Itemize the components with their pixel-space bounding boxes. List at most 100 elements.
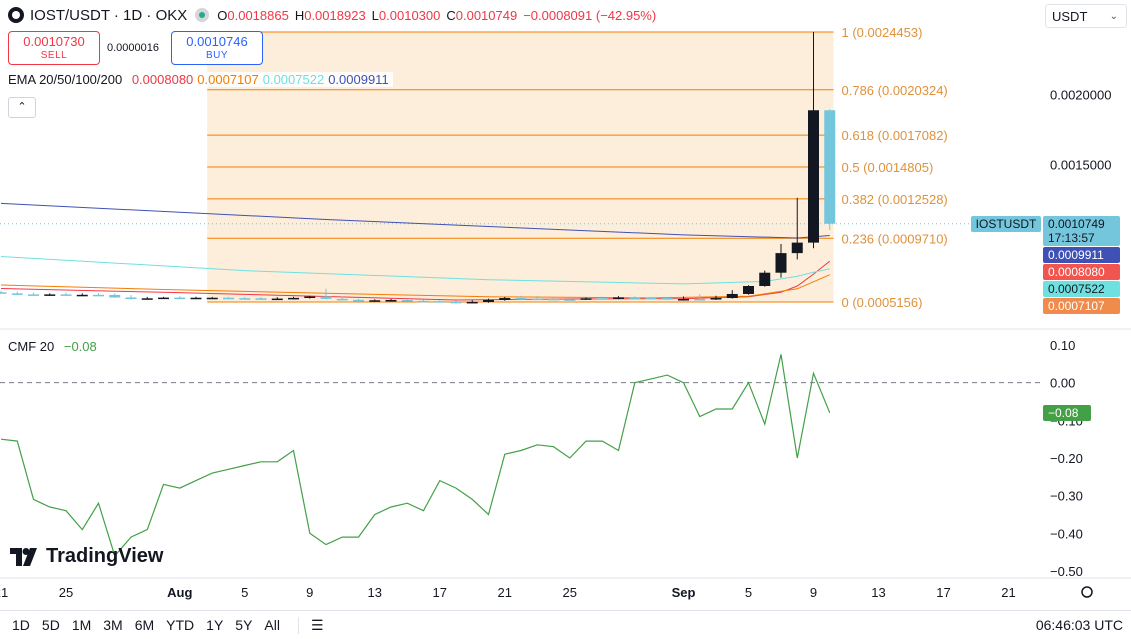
close-value: 0.0010749: [455, 7, 518, 23]
candle-body: [288, 297, 299, 300]
symbol-title[interactable]: IOST/USDT · 1D · OKX: [30, 6, 188, 24]
candle-body: [808, 110, 819, 243]
ema-legend[interactable]: EMA 20/50/100/200 0.0008080 0.0007107 0.00…: [8, 72, 393, 87]
time-axis-tick: 5: [241, 585, 248, 600]
time-axis-tick: Aug: [167, 585, 192, 600]
candle-body: [613, 297, 624, 299]
candle-body: [629, 297, 641, 299]
tf-1d[interactable]: 1D: [12, 617, 30, 633]
ema100-value: 0.0007522: [262, 72, 325, 87]
sell-label: SELL: [40, 50, 68, 61]
tf-ytd[interactable]: YTD: [166, 617, 195, 633]
chevron-down-icon: ⌄: [1109, 11, 1118, 22]
spread-value: 0.0000016: [107, 42, 159, 54]
tf-1m[interactable]: 1M: [71, 617, 92, 633]
time-axis-tick: 21: [0, 585, 8, 600]
tf-all[interactable]: All: [264, 617, 280, 633]
candle-body: [223, 297, 234, 300]
candle-body: [791, 242, 803, 254]
collapse-legend-button[interactable]: ⌃: [8, 97, 36, 118]
candle-body: [255, 298, 267, 300]
candle-body: [418, 300, 429, 303]
utc-clock[interactable]: 06:46:03 UTC: [1035, 617, 1123, 633]
candle-body: [353, 299, 364, 302]
candle-body: [759, 272, 771, 286]
candle-body: [239, 298, 251, 300]
ema200-tag: 0.0009911: [1043, 247, 1120, 263]
settings-icon: [1081, 586, 1093, 598]
candle-body: [336, 298, 348, 301]
time-axis-tick: 21: [1001, 585, 1015, 600]
sell-button[interactable]: 0.0010730 SELL: [8, 31, 100, 65]
tf-1y[interactable]: 1Y: [206, 617, 224, 633]
tradingview-logo[interactable]: TradingView: [10, 545, 163, 568]
chart-canvas[interactable]: 1 (0.0024453) 0.786 (0.0020324) 0.618 (0.0…: [0, 0, 1131, 610]
candle-body: [304, 296, 316, 298]
candle-body: [190, 297, 202, 300]
candle-body: [434, 301, 446, 303]
fib-level-label: 0.786 (0.0020324): [842, 83, 948, 98]
candle-body: [125, 297, 137, 300]
fib-level-label: 0 (0.0005156): [842, 295, 923, 310]
buy-price: 0.0010746: [186, 34, 248, 49]
currency-value: USDT: [1052, 9, 1088, 24]
cmf-axis-tick: −0.40: [1050, 526, 1083, 541]
ema-line: [0, 256, 830, 285]
candle-body: [11, 293, 23, 295]
candle-body: [109, 294, 121, 298]
candle-body: [320, 296, 332, 299]
axes: 0.00200000.00150000.100.00−0.10−0.20−0.3…: [0, 87, 1131, 600]
candle-body: [385, 299, 397, 302]
ema20-value: 0.0008080: [131, 72, 194, 87]
candle-body: [271, 298, 283, 301]
ema20-tag: 0.0008080: [1043, 264, 1120, 280]
candle-body: [564, 299, 576, 301]
fib-level-label: 0.5 (0.0014805): [842, 160, 934, 175]
cmf-axis-tick: 0.10: [1050, 338, 1075, 353]
low-label: L: [371, 7, 379, 23]
candle-body: [743, 285, 754, 294]
close-label: C: [446, 7, 456, 23]
time-axis-tick: 25: [59, 585, 73, 600]
low-value: 0.0010300: [378, 7, 441, 23]
buy-label: BUY: [205, 50, 229, 61]
candle-body: [60, 294, 72, 296]
candle-body: [531, 298, 543, 301]
cmf-legend[interactable]: CMF 20 −0.08: [8, 339, 97, 354]
currency-select[interactable]: USDT ⌄: [1045, 4, 1127, 28]
price-axis-tick: 0.0020000: [1050, 87, 1111, 102]
time-axis-tick: 9: [306, 585, 313, 600]
date-range-icon[interactable]: ☰: [297, 616, 324, 634]
candle-body: [401, 299, 413, 302]
tf-6m[interactable]: 6M: [134, 617, 155, 633]
tf-5d[interactable]: 5D: [41, 617, 60, 633]
iost-logo-icon: [8, 7, 24, 23]
time-axis-tick: 25: [563, 585, 577, 600]
high-label: H: [294, 7, 305, 23]
buy-button[interactable]: 0.0010746 BUY: [171, 31, 263, 65]
fib-level-label: 0.236 (0.0009710): [842, 231, 948, 246]
fib-level-label: 0.382 (0.0012528): [842, 192, 948, 207]
cmf-pane: [0, 354, 1040, 558]
candle-body: [466, 301, 478, 304]
cmf-line: [0, 354, 831, 558]
last-price: 0.0010749: [1048, 217, 1105, 231]
candle-body: [369, 300, 381, 302]
candle-body: [483, 299, 494, 302]
candle-body: [158, 297, 169, 300]
candle-body: [548, 298, 559, 301]
last-price-tag: 0.0010749 17:13:57: [1043, 216, 1120, 246]
time-axis-tick: 17: [433, 585, 447, 600]
market-open-icon: [195, 8, 210, 22]
cmf-axis-tick: −0.30: [1050, 489, 1083, 504]
tf-3m[interactable]: 3M: [103, 617, 123, 633]
countdown: 17:13:57: [1048, 231, 1095, 245]
tradingview-logo-icon: [10, 547, 37, 566]
time-axis-tick: 21: [498, 585, 512, 600]
tf-5y[interactable]: 5Y: [235, 617, 253, 633]
candle-body: [76, 294, 88, 297]
candle-body: [596, 298, 608, 300]
high-value: 0.0018923: [304, 7, 366, 23]
symbol-tag: IOSTUSDT: [971, 216, 1041, 232]
candle-body: [499, 298, 511, 300]
